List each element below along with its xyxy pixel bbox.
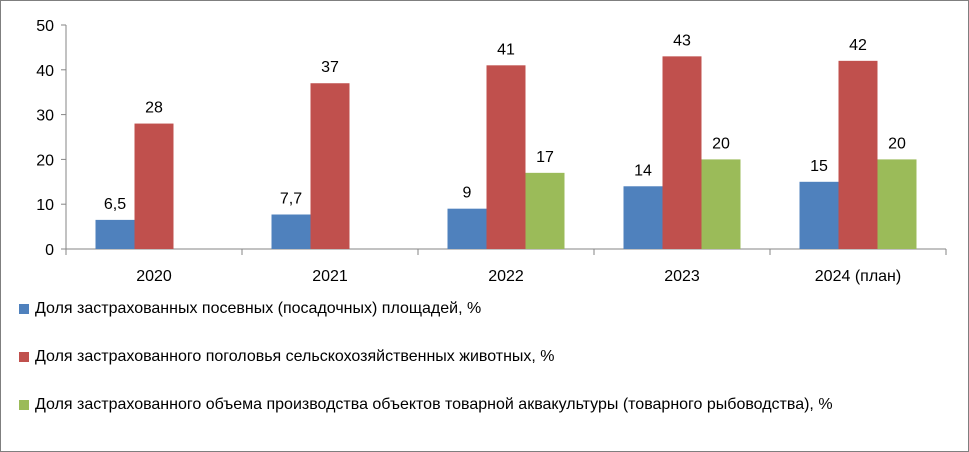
y-tick-label: 20 <box>36 152 54 169</box>
bar <box>310 83 350 250</box>
data-label: 20 <box>712 135 730 152</box>
y-tick-label: 10 <box>36 197 54 214</box>
bar <box>662 56 702 249</box>
data-label: 9 <box>463 185 472 202</box>
x-tick-label: 2024 (план) <box>815 268 901 285</box>
legend-item: Доля застрахованного объема производства… <box>19 395 964 415</box>
bar <box>486 65 526 249</box>
bars <box>95 56 917 250</box>
data-label: 41 <box>497 41 515 58</box>
data-label: 28 <box>145 100 163 117</box>
legend-item: Доля застрахованного поголовья сельскохо… <box>19 347 964 367</box>
data-label: 7,7 <box>280 191 302 208</box>
y-axis: 0 10 20 30 40 50 <box>36 18 67 259</box>
x-tick-label: 2022 <box>488 268 524 285</box>
data-label: 6,5 <box>104 196 126 213</box>
bar <box>525 172 565 249</box>
legend-label: Доля застрахованного объема производства… <box>35 396 833 413</box>
legend-item: Доля застрахованных посевных (посадочных… <box>19 299 964 319</box>
data-label: 20 <box>888 135 906 152</box>
x-tick-label: 2021 <box>312 268 348 285</box>
bar <box>838 60 878 250</box>
bar <box>447 208 487 249</box>
data-label: 17 <box>536 149 554 166</box>
bar <box>134 123 174 249</box>
x-tick-label: 2023 <box>664 268 700 285</box>
data-labels: 6,5 7,7 9 14 15 28 37 41 43 42 17 20 20 <box>104 32 906 213</box>
data-label: 15 <box>810 158 828 175</box>
bar <box>271 214 311 249</box>
data-label: 37 <box>321 59 339 76</box>
data-label: 43 <box>673 32 691 49</box>
y-tick-label: 30 <box>36 108 54 125</box>
legend-swatch <box>19 304 29 314</box>
legend-swatch <box>19 352 29 362</box>
legend-label: Доля застрахованных посевных (посадочных… <box>35 300 482 317</box>
y-tick-label: 50 <box>36 18 54 35</box>
data-label: 14 <box>634 162 652 179</box>
data-label: 42 <box>849 37 867 54</box>
bar <box>623 186 663 249</box>
y-tick-label: 40 <box>36 63 54 80</box>
legend: Доля застрахованных посевных (посадочных… <box>19 299 964 415</box>
legend-swatch <box>19 400 29 410</box>
bar <box>95 219 135 249</box>
bar <box>877 159 917 249</box>
legend-label: Доля застрахованного поголовья сельскохо… <box>35 348 555 365</box>
x-axis: 2020 2021 2022 2023 2024 (план) <box>65 248 947 285</box>
y-tick-label: 0 <box>45 242 54 259</box>
bar <box>701 159 741 249</box>
bar <box>799 181 839 249</box>
x-tick-label: 2020 <box>136 268 172 285</box>
